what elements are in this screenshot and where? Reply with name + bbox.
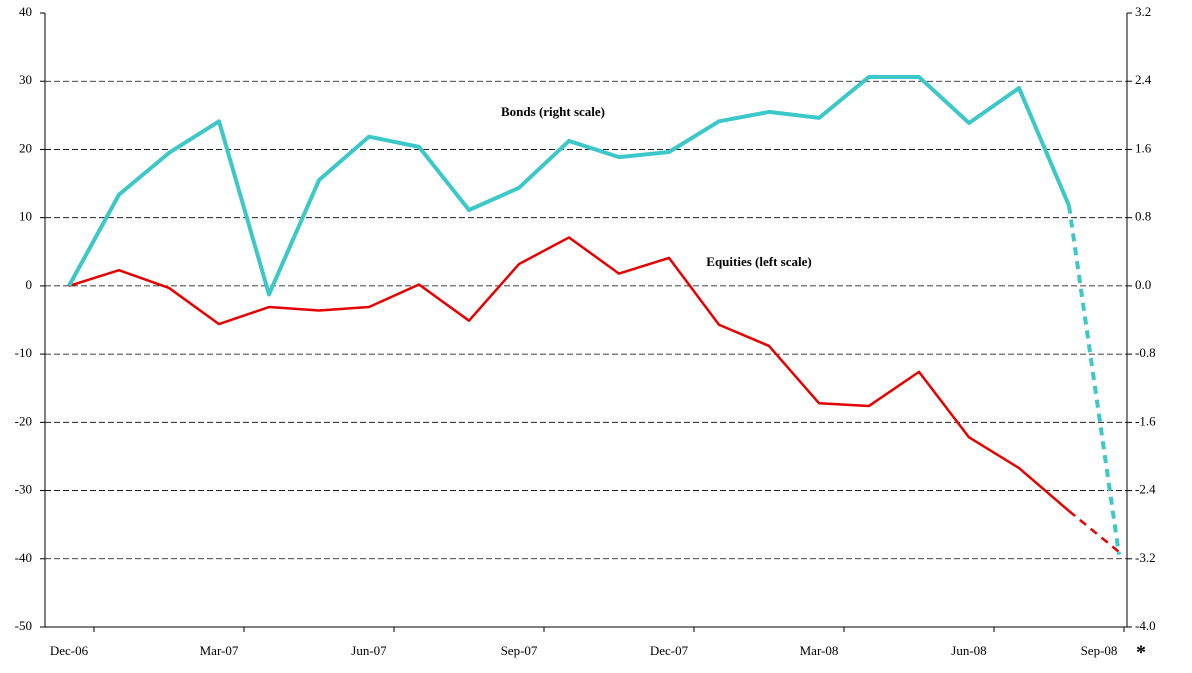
x-tick-label: Jun-07 — [351, 643, 387, 658]
y2-tick-label: 1.6 — [1135, 140, 1152, 155]
y2-tick-label: 3.2 — [1135, 4, 1151, 19]
x-tick-label: Sep-07 — [501, 643, 538, 658]
y-tick-label: 40 — [19, 4, 32, 19]
y2-tick-label: -2.4 — [1135, 482, 1156, 497]
y2-tick-label: 0.0 — [1135, 277, 1151, 292]
x-tick-label: Mar-08 — [800, 643, 839, 658]
y2-tick-label: 2.4 — [1135, 72, 1152, 87]
y-tick-label: 0 — [26, 277, 33, 292]
x-tick-label: Jun-08 — [951, 643, 986, 658]
series-line-dashed — [1068, 510, 1120, 553]
series-label: Equities (left scale) — [706, 254, 811, 269]
series-line-dashed — [1067, 205, 1121, 555]
x-tick-label: Dec-07 — [650, 643, 689, 658]
note: * — [1136, 642, 1146, 664]
y2-tick-label: -3.2 — [1135, 550, 1156, 565]
y2-tick-label: -4.0 — [1135, 618, 1156, 633]
series-line — [67, 74, 1071, 297]
y-tick-label: 20 — [19, 140, 32, 155]
x-tick-label: Dec-06 — [50, 643, 89, 658]
x-tick-label: Sep-08 — [1081, 643, 1118, 658]
y2-tick-label: 0.8 — [1135, 209, 1151, 224]
y-tick-label: -50 — [15, 618, 32, 633]
x-tick-label: Mar-07 — [200, 643, 239, 658]
y2-tick-label: -0.8 — [1135, 345, 1156, 360]
y-tick-label: -20 — [15, 413, 32, 428]
y-tick-label: -10 — [15, 345, 32, 360]
series-label: Bonds (right scale) — [501, 104, 605, 119]
y-tick-label: -40 — [15, 550, 32, 565]
y2-tick-label: -1.6 — [1135, 413, 1156, 428]
series-line — [68, 236, 1070, 512]
y-tick-label: 10 — [19, 209, 32, 224]
y-tick-label: -30 — [15, 482, 32, 497]
y-tick-label: 30 — [19, 72, 32, 87]
